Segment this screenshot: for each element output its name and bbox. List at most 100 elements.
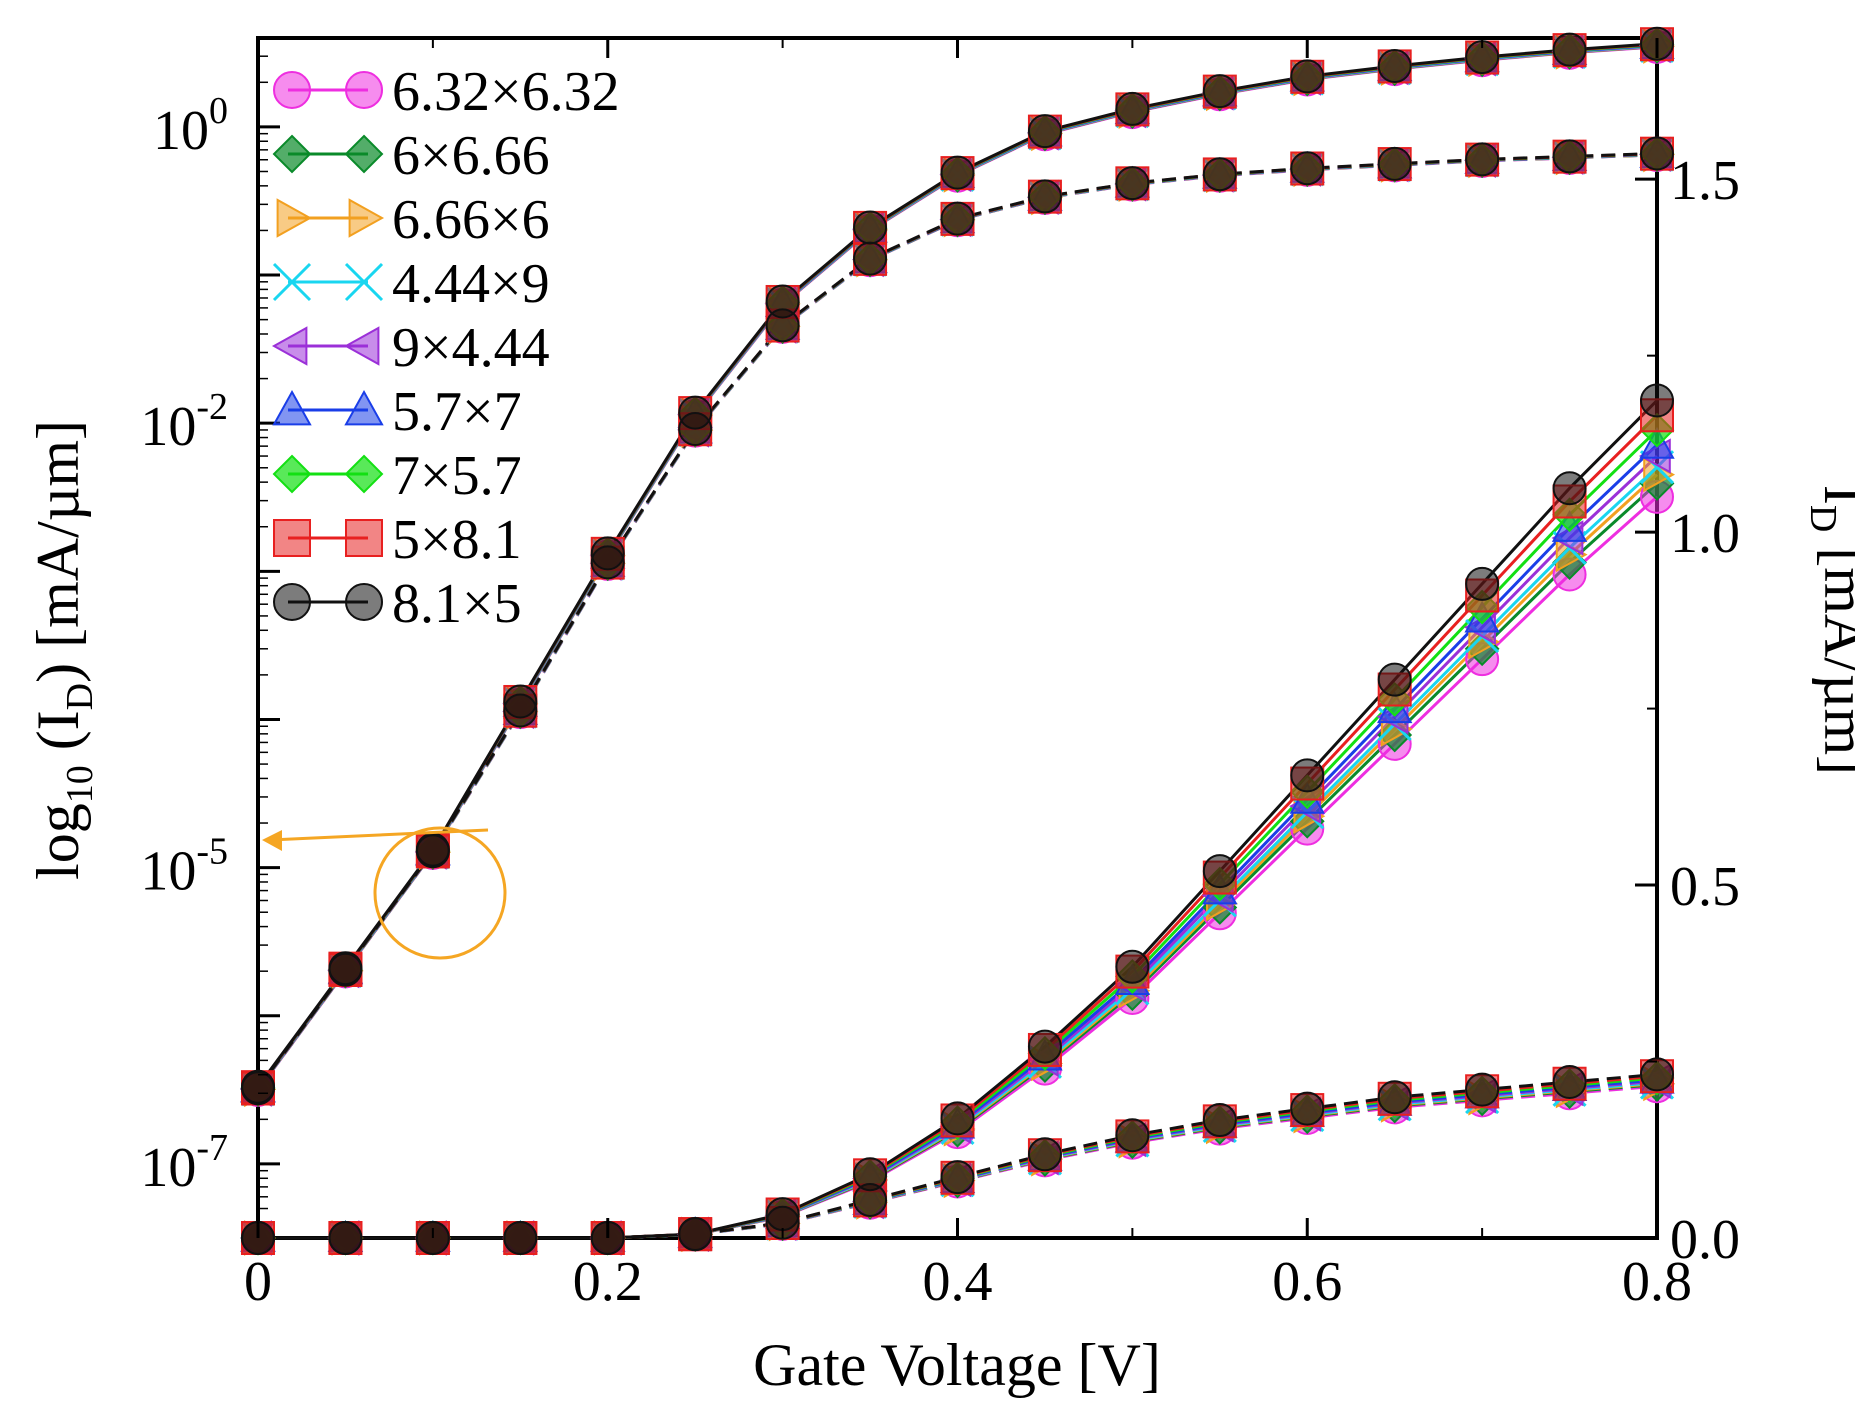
svg-text:log10 (ID) [mA/µm]: log10 (ID) [mA/µm] (25, 420, 101, 880)
legend-marker-left (273, 519, 311, 557)
data-point (1115, 1118, 1150, 1153)
legend-marker-right (344, 389, 384, 426)
data-point (1115, 91, 1150, 126)
y-right-tick-label: 1.5 (1670, 150, 1740, 212)
data-point (1290, 758, 1325, 793)
legend-marker-left (272, 134, 312, 174)
legend-label: 7×5.7 (392, 445, 522, 507)
legend-marker-right (345, 519, 383, 557)
legend: 6.32×6.326×6.666.66×64.44×99×4.445.7×77×… (271, 61, 620, 635)
data-point (1290, 151, 1325, 186)
legend-label: 6×6.66 (392, 125, 550, 187)
y-left-title-rest: (I (25, 710, 91, 765)
legend-label: 6.32×6.32 (392, 61, 620, 123)
data-point (1552, 32, 1587, 67)
data-point (1640, 136, 1674, 171)
data-point (678, 412, 713, 447)
data-point (1202, 854, 1237, 889)
y-left-tick-label: 10-2 (140, 386, 228, 458)
data-point (765, 1205, 800, 1240)
x-tick-label: 0.4 (923, 1251, 993, 1313)
legend-marker-left (272, 389, 312, 426)
y-left-title-unit: ) [mA/µm] (25, 420, 91, 683)
data-point (241, 1071, 275, 1106)
y-left-tick-label: 100 (153, 90, 228, 162)
legend-label: 4.44×9 (392, 253, 550, 315)
annotation-arrow-head (262, 830, 282, 851)
legend-marker-right (348, 198, 385, 238)
data-point (1552, 139, 1587, 174)
y-right-title-i: I (1812, 485, 1855, 505)
legend-marker-right (344, 262, 384, 302)
data-point (1640, 383, 1674, 418)
y-right-title-sub: D (1802, 505, 1844, 532)
series-line-linear-low (258, 1072, 1658, 1240)
x-tick-label: 0.6 (1272, 1251, 1342, 1313)
legend-item: 7×5.7 (272, 445, 522, 507)
data-point (940, 201, 975, 236)
data-point (1202, 157, 1237, 192)
data-point (1552, 1065, 1587, 1100)
data-point (590, 545, 625, 580)
x-tick-label: 0.2 (573, 1251, 643, 1313)
y-right-tick-label: 0.5 (1670, 856, 1740, 918)
data-point (1202, 74, 1237, 109)
y-left-title-log: log (25, 803, 91, 880)
legend-label: 6.66×6 (392, 189, 550, 251)
legend-marker-right (345, 71, 383, 109)
x-tick-label: 0.8 (1622, 1251, 1692, 1313)
data-point (1377, 1080, 1412, 1115)
y-right-title-unit: [mA/µm] (1812, 532, 1855, 775)
legend-item: 6.32×6.32 (273, 61, 620, 123)
legend-item: 5×8.1 (273, 509, 522, 571)
data-point (1465, 1072, 1500, 1107)
data-point (1640, 1057, 1674, 1092)
data-point (1115, 166, 1150, 201)
data-point (1465, 566, 1500, 601)
data-point (940, 155, 975, 190)
legend-marker-left (276, 198, 313, 238)
legend-label: 5×8.1 (392, 509, 522, 571)
y-right-axis-title: ID [mA/µm] (1802, 485, 1855, 775)
annotation-arrow-line (269, 828, 489, 842)
data-point (1377, 48, 1412, 83)
y-left-tick-label: 10-7 (140, 1127, 228, 1199)
data-point (503, 1221, 538, 1255)
data-point (765, 308, 800, 343)
data-point (1465, 142, 1500, 177)
annotation-circle (373, 826, 507, 960)
y-right-tick-label: 0.0 (1670, 1209, 1740, 1271)
legend-marker-right (343, 326, 380, 366)
series-line-linear-low (258, 1074, 1658, 1240)
data-point (503, 693, 538, 728)
data-point (678, 1217, 713, 1252)
legend-marker-left (272, 454, 312, 494)
data-point (1202, 1103, 1237, 1138)
data-point (415, 834, 450, 869)
legend-marker-right (344, 134, 384, 174)
data-point (1027, 114, 1062, 149)
svg-text:ID [mA/µm]: ID [mA/µm] (1802, 485, 1855, 775)
y-left-title-sub: 10 (59, 765, 101, 803)
legend-item: 9×4.44 (271, 317, 550, 379)
y-left-tick-label: 10-5 (140, 831, 228, 903)
data-point (1290, 1091, 1325, 1126)
legend-item: 4.44×9 (272, 253, 550, 315)
data-point (1027, 1137, 1062, 1172)
data-point (1027, 179, 1062, 214)
legend-marker-right (345, 583, 383, 621)
x-axis-title: Gate Voltage [V] (753, 1332, 1161, 1398)
data-point (940, 1101, 975, 1136)
legend-item: 6×6.66 (272, 125, 550, 187)
annotation-callout (262, 826, 507, 960)
legend-marker-right (344, 454, 384, 494)
data-point (328, 1221, 363, 1255)
data-point (853, 1182, 888, 1217)
series-markers (241, 26, 1674, 1255)
data-point (1552, 471, 1587, 506)
legend-item: 6.66×6 (276, 189, 550, 251)
y-right-tick-label: 1.0 (1670, 503, 1740, 565)
legend-marker-left (273, 71, 311, 109)
legend-marker-left (273, 583, 311, 621)
legend-item: 8.1×5 (273, 573, 522, 635)
